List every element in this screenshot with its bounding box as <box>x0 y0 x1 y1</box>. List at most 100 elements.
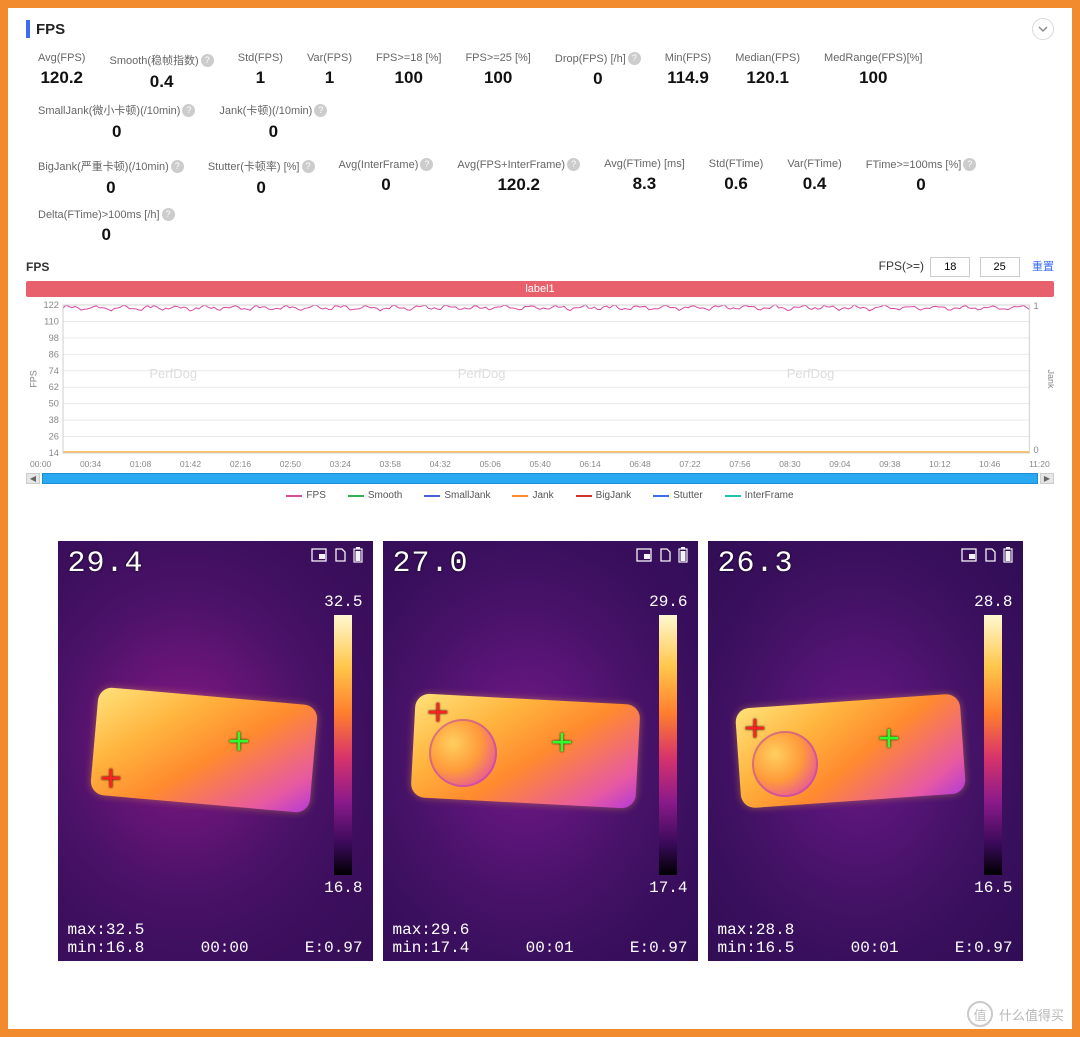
svg-text:0: 0 <box>1033 445 1038 455</box>
thermal-image: ++26.3 28.816.5max:28.8min:16.500:01E:0.… <box>708 541 1023 961</box>
battery-icon <box>1003 547 1013 563</box>
legend-swatch <box>653 495 669 497</box>
svg-text:86: 86 <box>49 349 59 359</box>
center-crosshair-icon: + <box>228 726 251 764</box>
metric: Jank(卡顿)(/10min)?0 <box>207 98 339 148</box>
help-icon[interactable]: ? <box>314 104 327 117</box>
metric-label: Avg(FTime) [ms] <box>604 158 685 170</box>
scale-max: 28.8 <box>974 593 1012 611</box>
title-accent-bar <box>26 20 30 38</box>
metric: Var(FPS)1 <box>295 48 364 98</box>
panel-title-text: FPS <box>36 21 65 38</box>
watermark-coin-icon: 值 <box>967 1001 993 1027</box>
thermal-top-bar: 29.4 <box>58 541 373 581</box>
metric-value: 0 <box>219 122 327 142</box>
metric-label: Std(FPS) <box>238 52 283 64</box>
metric: Min(FPS)114.9 <box>653 48 723 98</box>
help-icon[interactable]: ? <box>182 104 195 117</box>
time-tick: 07:56 <box>729 459 750 469</box>
metric-value: 120.2 <box>38 68 85 88</box>
metrics-row-1: Avg(FPS)120.2Smooth(稳帧指数)?0.4Std(FPS)1Va… <box>26 48 1054 148</box>
time-tick: 11:20 <box>1029 459 1050 469</box>
legend-item[interactable]: BigJank <box>576 490 632 501</box>
scrollbar-track[interactable] <box>42 473 1038 484</box>
reset-button[interactable]: 重置 <box>1032 261 1054 273</box>
metric: FPS>=18 [%]100 <box>364 48 453 98</box>
collapse-button[interactable] <box>1032 18 1054 40</box>
scale-gradient <box>334 615 352 875</box>
emissivity: E:0.97 <box>305 939 363 957</box>
threshold-input-b[interactable] <box>980 257 1020 277</box>
svg-text:38: 38 <box>49 415 59 425</box>
time-tick: 07:22 <box>679 459 700 469</box>
legend-item[interactable]: FPS <box>286 490 325 501</box>
svg-text:Jank: Jank <box>1046 370 1054 389</box>
battery-icon <box>678 547 688 563</box>
help-icon[interactable]: ? <box>302 160 315 173</box>
metric-value: 8.3 <box>604 174 685 194</box>
help-icon[interactable]: ? <box>567 158 580 171</box>
legend-label: SmallJank <box>444 490 490 501</box>
min-temp: min:16.8 <box>68 939 145 957</box>
color-scale: 32.516.8 <box>324 593 362 897</box>
threshold-label: FPS(>=) <box>879 259 924 273</box>
metric: BigJank(严重卡顿)(/10min)?0 <box>26 154 196 204</box>
legend-item[interactable]: Stutter <box>653 490 702 501</box>
help-icon[interactable]: ? <box>628 52 641 65</box>
metric: Std(FTime)0.6 <box>697 154 776 204</box>
metric-value: 120.2 <box>457 175 580 195</box>
max-temp: max:29.6 <box>393 921 470 939</box>
elapsed-time: 00:01 <box>851 939 899 957</box>
help-icon[interactable]: ? <box>963 158 976 171</box>
legend-item[interactable]: Smooth <box>348 490 402 501</box>
panel-title: FPS <box>26 20 65 38</box>
help-icon[interactable]: ? <box>162 208 175 221</box>
scrollbar-right-cap[interactable]: ▶ <box>1040 473 1054 484</box>
legend-label: InterFrame <box>745 490 794 501</box>
max-temp: max:28.8 <box>718 921 795 939</box>
help-icon[interactable]: ? <box>420 158 433 171</box>
center-crosshair-icon: + <box>551 727 574 765</box>
metric-label: Median(FPS) <box>735 52 800 64</box>
legend-swatch <box>512 495 528 497</box>
scrollbar-left-cap[interactable]: ◀ <box>26 473 40 484</box>
time-tick: 00:34 <box>80 459 101 469</box>
metric-label: Drop(FPS) [/h]? <box>555 52 641 65</box>
center-crosshair-icon: + <box>878 723 901 761</box>
metric-value: 0.6 <box>709 174 764 194</box>
metric-value: 0 <box>866 175 977 195</box>
legend-swatch <box>286 495 302 497</box>
legend-item[interactable]: SmallJank <box>424 490 490 501</box>
scale-gradient <box>659 615 677 875</box>
thermal-top-bar: 27.0 <box>383 541 698 581</box>
metric-label: Min(FPS) <box>665 52 711 64</box>
metric-label: Avg(FPS+InterFrame)? <box>457 158 580 171</box>
metric-value: 100 <box>376 68 441 88</box>
legend-swatch <box>348 495 364 497</box>
svg-text:122: 122 <box>43 300 58 310</box>
time-tick: 04:32 <box>430 459 451 469</box>
chart-scrollbar[interactable]: ◀ ▶ <box>26 473 1054 484</box>
threshold-input-a[interactable] <box>930 257 970 277</box>
time-tick: 01:08 <box>130 459 151 469</box>
status-icons <box>311 547 363 563</box>
chart-label-bar[interactable]: label1 <box>26 281 1054 297</box>
outer-frame: FPS Avg(FPS)120.2Smooth(稳帧指数)?0.4Std(FPS… <box>0 0 1080 1037</box>
metric-label: Smooth(稳帧指数)? <box>109 52 213 68</box>
legend-label: Jank <box>532 490 553 501</box>
color-scale: 29.617.4 <box>649 593 687 897</box>
chart-left-label: FPS <box>26 260 49 274</box>
perfdog-panel: FPS Avg(FPS)120.2Smooth(稳帧指数)?0.4Std(FPS… <box>8 8 1072 511</box>
min-temp: min:17.4 <box>393 939 470 957</box>
help-icon[interactable]: ? <box>171 160 184 173</box>
metric-value: 0 <box>208 178 315 198</box>
metric: Median(FPS)120.1 <box>723 48 812 98</box>
legend-item[interactable]: Jank <box>512 490 553 501</box>
help-icon[interactable]: ? <box>201 54 214 67</box>
footer-watermark: 值 什么值得买 <box>967 1001 1064 1027</box>
legend-item[interactable]: InterFrame <box>725 490 794 501</box>
metric-value: 0.4 <box>109 72 213 92</box>
time-tick: 08:30 <box>779 459 800 469</box>
svg-text:74: 74 <box>49 366 59 376</box>
time-tick: 10:46 <box>979 459 1000 469</box>
